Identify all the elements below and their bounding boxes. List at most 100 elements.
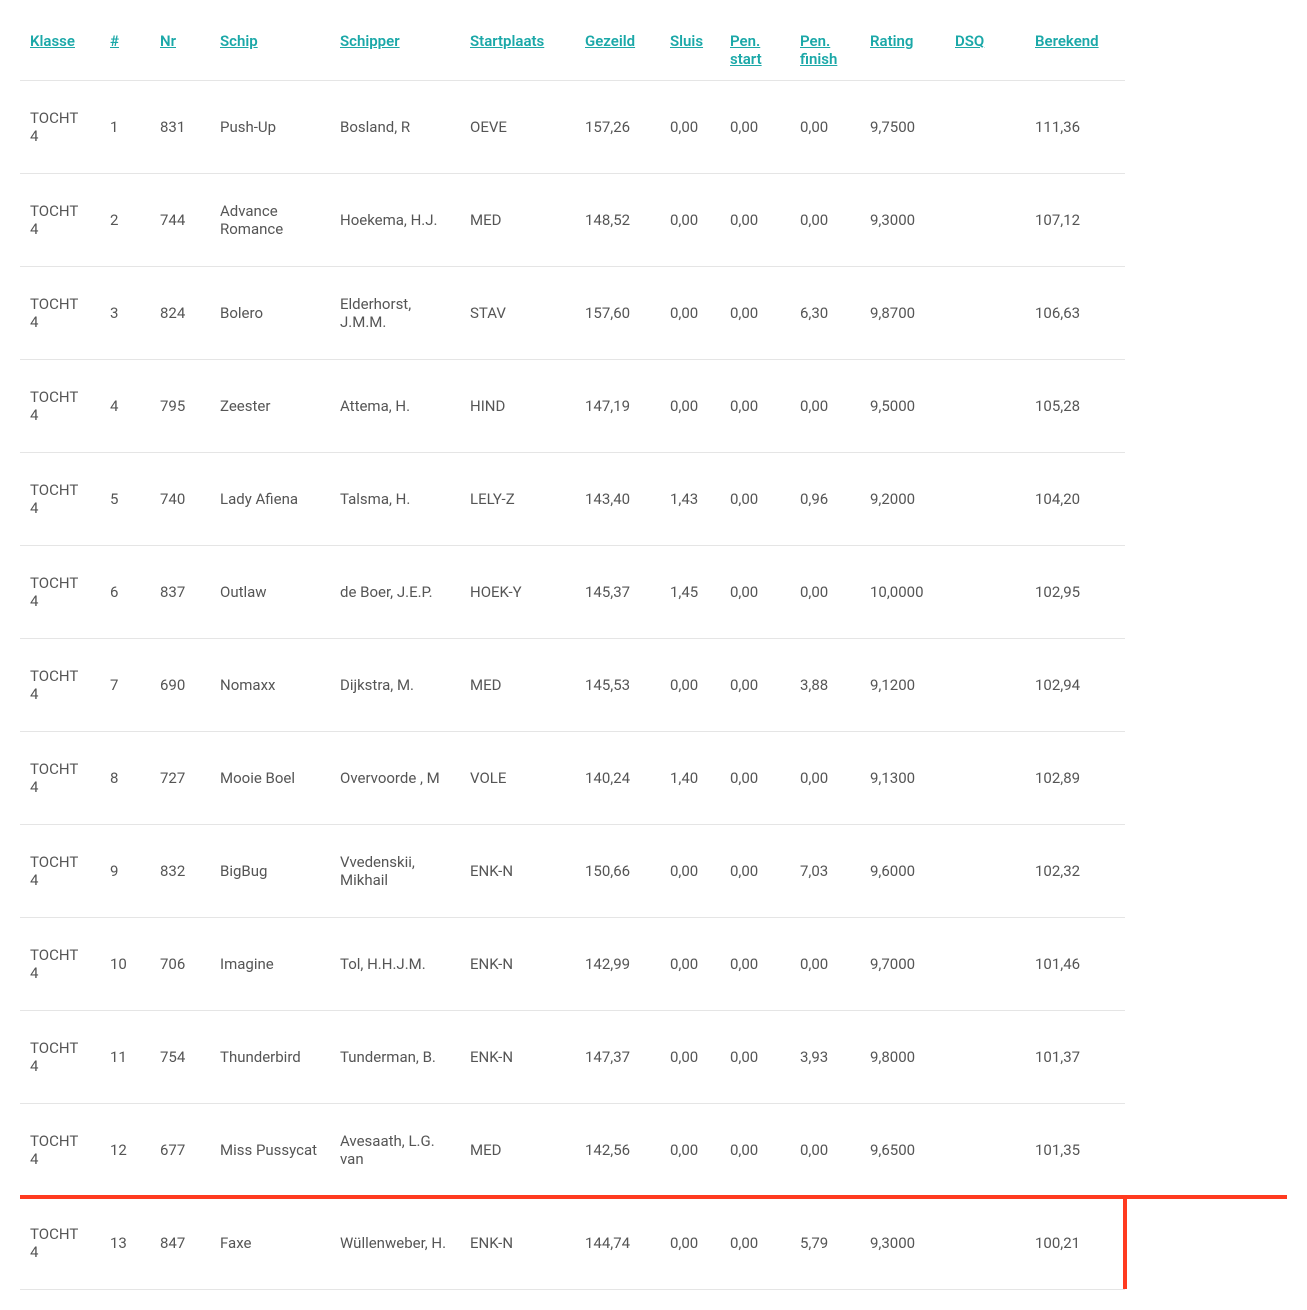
header-schip[interactable]: Schip bbox=[220, 32, 258, 50]
cell-hash: 10 bbox=[100, 918, 150, 1011]
cell-klasse: TOCHT 4 bbox=[20, 546, 100, 639]
cell-nr: 847 bbox=[150, 1197, 210, 1290]
header-rating[interactable]: Rating bbox=[870, 32, 913, 50]
cell-dsq bbox=[945, 1104, 1025, 1197]
cell-klasse: TOCHT 4 bbox=[20, 360, 100, 453]
cell-sluis: 0,00 bbox=[660, 1104, 720, 1197]
cell-schip: Miss Pussycat bbox=[210, 1104, 330, 1197]
cell-schip: Mooie Boel bbox=[210, 732, 330, 825]
cell-schipper: Tunderman, B. bbox=[330, 1011, 460, 1104]
header-berekend[interactable]: Berekend bbox=[1035, 32, 1099, 50]
cell-startplaats: ENK-N bbox=[460, 825, 575, 918]
cell-pen_finish: 0,00 bbox=[790, 360, 860, 453]
header-gezeild[interactable]: Gezeild bbox=[585, 32, 635, 50]
cell-pen_start: 0,00 bbox=[720, 267, 790, 360]
cell-hash: 2 bbox=[100, 174, 150, 267]
cell-hash: 5 bbox=[100, 453, 150, 546]
cell-nr: 744 bbox=[150, 174, 210, 267]
cell-sluis: 0,00 bbox=[660, 825, 720, 918]
header-sluis[interactable]: Sluis bbox=[670, 32, 703, 50]
cell-rating: 9,6500 bbox=[860, 1104, 945, 1197]
cell-pen_finish: 3,88 bbox=[790, 639, 860, 732]
table-row: TOCHT 410706ImagineTol, H.H.J.M.ENK-N142… bbox=[20, 918, 1287, 1011]
cell-schip: Imagine bbox=[210, 918, 330, 1011]
header-startplaats[interactable]: Startplaats bbox=[470, 32, 544, 50]
cell-schip: Thunderbird bbox=[210, 1011, 330, 1104]
cell-rating: 9,8000 bbox=[860, 1011, 945, 1104]
cell-pen_finish: 0,00 bbox=[790, 174, 860, 267]
cell-pen_start: 0,00 bbox=[720, 174, 790, 267]
cell-nr: 832 bbox=[150, 825, 210, 918]
cell-gezeild: 145,37 bbox=[575, 546, 660, 639]
cell-nr: 727 bbox=[150, 732, 210, 825]
header-klasse[interactable]: Klasse bbox=[30, 32, 75, 50]
cell-klasse: TOCHT 4 bbox=[20, 918, 100, 1011]
cell-startplaats: OEVE bbox=[460, 81, 575, 174]
table-row: TOCHT 47690NomaxxDijkstra, M.MED145,530,… bbox=[20, 639, 1287, 732]
cell-dsq bbox=[945, 918, 1025, 1011]
cell-startplaats: LELY-Z bbox=[460, 453, 575, 546]
cell-klasse: TOCHT 4 bbox=[20, 1011, 100, 1104]
cell-schip: Push-Up bbox=[210, 81, 330, 174]
cell-berekend: 101,35 bbox=[1025, 1104, 1125, 1197]
cell-sluis: 0,00 bbox=[660, 1197, 720, 1290]
table-row: TOCHT 43824BoleroElderhorst, J.M.M.STAV1… bbox=[20, 267, 1287, 360]
table-row: TOCHT 49832BigBugVvedenskii, MikhailENK-… bbox=[20, 825, 1287, 918]
cell-startplaats: MED bbox=[460, 1104, 575, 1197]
cell-rating: 9,5000 bbox=[860, 360, 945, 453]
cell-klasse: TOCHT 4 bbox=[20, 1104, 100, 1197]
cell-rating: 9,1300 bbox=[860, 732, 945, 825]
cell-nr: 837 bbox=[150, 546, 210, 639]
cell-dsq bbox=[945, 453, 1025, 546]
cell-nr: 754 bbox=[150, 1011, 210, 1104]
cell-sluis: 0,00 bbox=[660, 1011, 720, 1104]
cell-schip: Outlaw bbox=[210, 546, 330, 639]
cell-nr: 677 bbox=[150, 1104, 210, 1197]
cell-startplaats: HIND bbox=[460, 360, 575, 453]
header-pen-start[interactable]: Pen. start bbox=[730, 32, 762, 68]
cell-pen_finish: 0,00 bbox=[790, 81, 860, 174]
cell-pen_start: 0,00 bbox=[720, 1011, 790, 1104]
cell-sluis: 0,00 bbox=[660, 918, 720, 1011]
cell-berekend: 102,32 bbox=[1025, 825, 1125, 918]
cell-sluis: 0,00 bbox=[660, 639, 720, 732]
cell-rating: 9,7500 bbox=[860, 81, 945, 174]
header-schipper[interactable]: Schipper bbox=[340, 32, 400, 50]
cell-pen_start: 0,00 bbox=[720, 453, 790, 546]
cell-schipper: de Boer, J.E.P. bbox=[330, 546, 460, 639]
cell-pen_start: 0,00 bbox=[720, 639, 790, 732]
table-row: TOCHT 48727Mooie BoelOvervoorde , MVOLE1… bbox=[20, 732, 1287, 825]
header-pen-finish[interactable]: Pen. finish bbox=[800, 32, 837, 68]
table-row: TOCHT 46837Outlawde Boer, J.E.P.HOEK-Y14… bbox=[20, 546, 1287, 639]
cell-klasse: TOCHT 4 bbox=[20, 81, 100, 174]
table-row: TOCHT 412677Miss PussycatAvesaath, L.G. … bbox=[20, 1104, 1287, 1197]
cell-gezeild: 157,26 bbox=[575, 81, 660, 174]
cell-hash: 8 bbox=[100, 732, 150, 825]
header-nr[interactable]: Nr bbox=[160, 32, 176, 50]
cell-berekend: 111,36 bbox=[1025, 81, 1125, 174]
cell-schipper: Elderhorst, J.M.M. bbox=[330, 267, 460, 360]
cell-rating: 10,0000 bbox=[860, 546, 945, 639]
cell-hash: 6 bbox=[100, 546, 150, 639]
cell-pen_finish: 0,00 bbox=[790, 546, 860, 639]
cell-pen_start: 0,00 bbox=[720, 825, 790, 918]
cell-klasse: TOCHT 4 bbox=[20, 174, 100, 267]
table-row: TOCHT 44795ZeesterAttema, H.HIND147,190,… bbox=[20, 360, 1287, 453]
cell-klasse: TOCHT 4 bbox=[20, 453, 100, 546]
cell-sluis: 0,00 bbox=[660, 267, 720, 360]
header-dsq[interactable]: DSQ bbox=[955, 32, 984, 50]
cell-schipper: Hoekema, H.J. bbox=[330, 174, 460, 267]
cell-pen_finish: 3,93 bbox=[790, 1011, 860, 1104]
cell-gezeild: 144,74 bbox=[575, 1197, 660, 1290]
cell-schipper: Vvedenskii, Mikhail bbox=[330, 825, 460, 918]
cell-pen_start: 0,00 bbox=[720, 360, 790, 453]
header-hash[interactable]: # bbox=[110, 32, 119, 50]
cell-dsq bbox=[945, 1197, 1025, 1290]
cell-berekend: 102,89 bbox=[1025, 732, 1125, 825]
cell-berekend: 106,63 bbox=[1025, 267, 1125, 360]
cell-dsq bbox=[945, 360, 1025, 453]
cell-pen_start: 0,00 bbox=[720, 1104, 790, 1197]
cell-schipper: Wüllenweber, H. bbox=[330, 1197, 460, 1290]
cell-startplaats: MED bbox=[460, 174, 575, 267]
cell-hash: 3 bbox=[100, 267, 150, 360]
